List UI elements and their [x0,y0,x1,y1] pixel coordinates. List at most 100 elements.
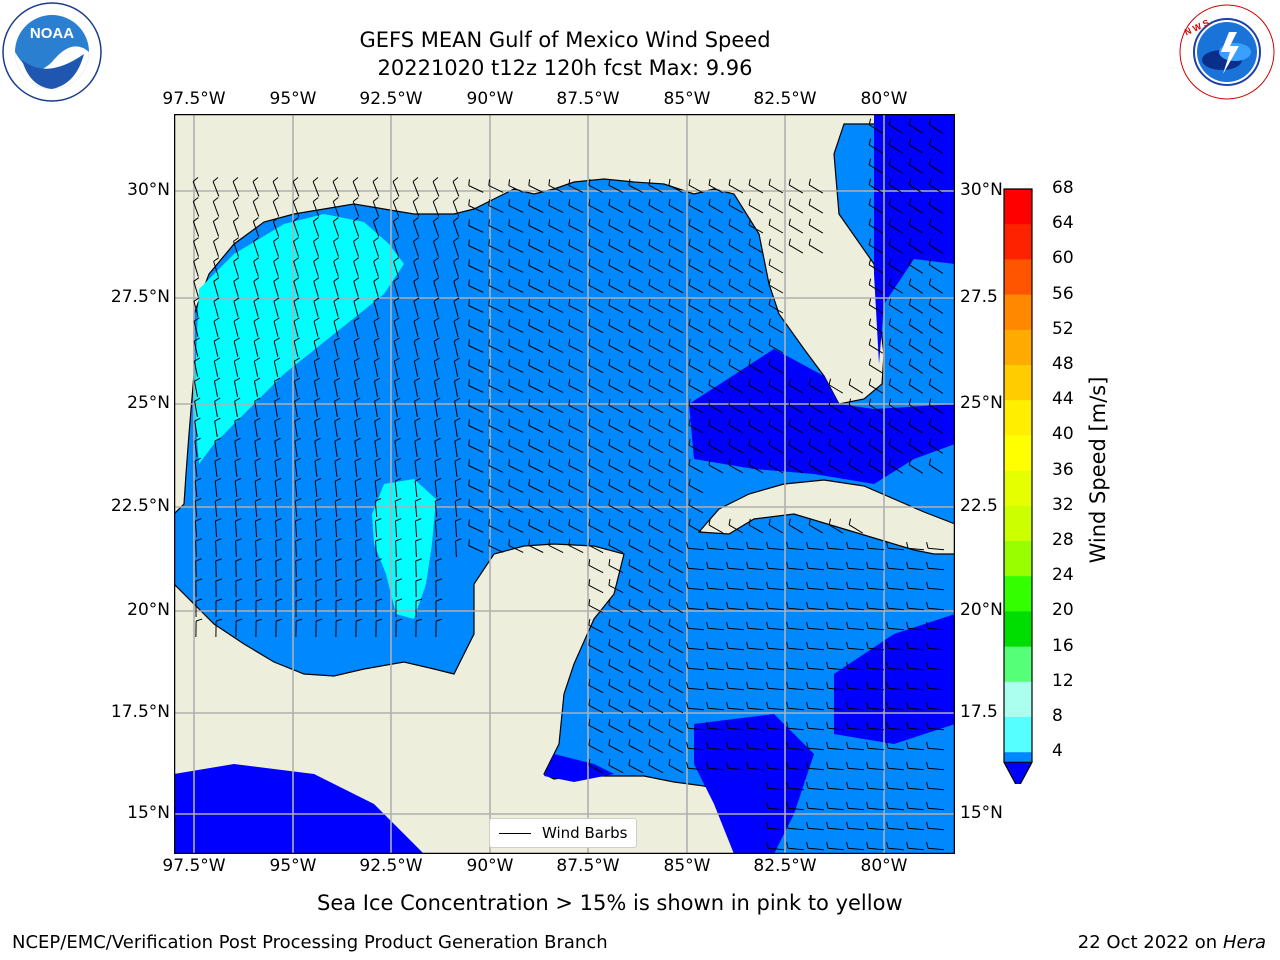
wind-barb [728,378,744,394]
wind-barb [628,578,644,594]
wind-barb [928,178,944,194]
wind-barb [648,418,664,434]
wind-barb [848,518,864,534]
wind-barb [468,319,484,333]
wind-barb [588,239,604,254]
wind-barb [374,417,381,437]
wind-barb [628,538,644,554]
lat-tick-label: 15°N [127,803,170,823]
wind-barb [768,458,784,474]
wind-barb [413,257,420,277]
wind-barb [726,642,745,651]
wind-barb [748,458,764,474]
wind-barb [628,298,644,314]
wind-barb [193,337,200,357]
wind-barb [748,418,764,434]
wind-barb [548,359,564,374]
wind-barb [786,822,805,831]
wind-barb [706,702,725,711]
wind-barb [768,378,784,394]
wind-barb [435,598,443,618]
wind-barb [908,398,924,414]
wind-barb [668,358,684,374]
wind-barb [748,238,764,254]
wind-barb [768,358,784,374]
lon-tick-label: 97.5°W [162,89,226,109]
wind-barb [886,562,905,571]
wind-barb [906,782,925,791]
wind-barb [746,622,765,631]
wind-barb [868,458,884,474]
wind-barb [275,578,282,598]
wind-barb [315,618,323,638]
wind-barb [295,618,303,638]
wind-barb [488,519,504,533]
wind-barb [728,198,744,214]
wind-barb [648,178,664,194]
wind-barb [608,678,624,694]
wind-band-dark [174,114,955,854]
wind-barb [454,477,462,498]
wind-barb [548,519,564,534]
wind-barb [374,498,382,518]
wind-barb [866,762,885,771]
wind-barb [193,237,199,257]
wind-barb [708,438,724,454]
wind-barb [668,538,684,554]
wind-barb [355,578,362,598]
wind-barb [608,538,624,554]
wind-barb [886,542,905,551]
wind-barb [648,338,664,354]
wind-barb [786,562,805,571]
wind-barb [568,539,584,554]
wind-barb [908,278,924,294]
wind-barb [886,702,905,711]
wind-barb [468,259,484,273]
wind-barb [412,217,420,237]
lat-tick-label: 20°N [127,600,170,620]
wind-barb [213,377,221,397]
wind-barb [252,217,260,237]
wind-barb [788,198,804,214]
wind-barb [686,582,705,591]
wind-barb [528,439,544,453]
wind-barb [588,259,604,274]
nws-logo: N W S [1177,2,1277,102]
wind-barb [628,438,644,454]
wind-barb [706,542,725,551]
wind-barb [846,622,865,631]
wind-barb [195,578,202,598]
wind-barb [726,622,745,631]
wind-barb [293,257,300,277]
wind-barb [588,679,604,694]
wind-barb [432,197,440,217]
wind-barb [866,802,885,811]
wind-barb [468,239,484,253]
wind-barb [826,782,845,791]
noaa-logo: NOAA [2,2,102,102]
wind-barb [333,317,340,337]
wind-barb [628,218,644,234]
wind-barb [688,398,704,414]
wind-barb [588,699,604,714]
wind-barb [908,338,924,354]
wind-barb [866,722,885,731]
wind-barb [315,538,322,558]
wind-barb [212,197,220,217]
wind-barb [928,438,944,454]
wind-barb [234,437,241,457]
wind-barb [688,258,704,274]
wind-barb [628,618,644,634]
colorbar-swatch [1004,470,1032,507]
colorbar-swatch [1004,329,1032,366]
wind-barb [335,618,343,638]
lat-tick-label: 30°N [127,180,170,200]
wind-barb [394,477,402,498]
colorbar-tick-label: 36 [1052,459,1074,480]
wind-barb [355,538,362,558]
wind-barb [508,239,524,253]
wind-barb [668,298,684,314]
wind-barb [628,738,644,754]
wind-barb [334,437,341,457]
wind-barb [788,218,804,234]
